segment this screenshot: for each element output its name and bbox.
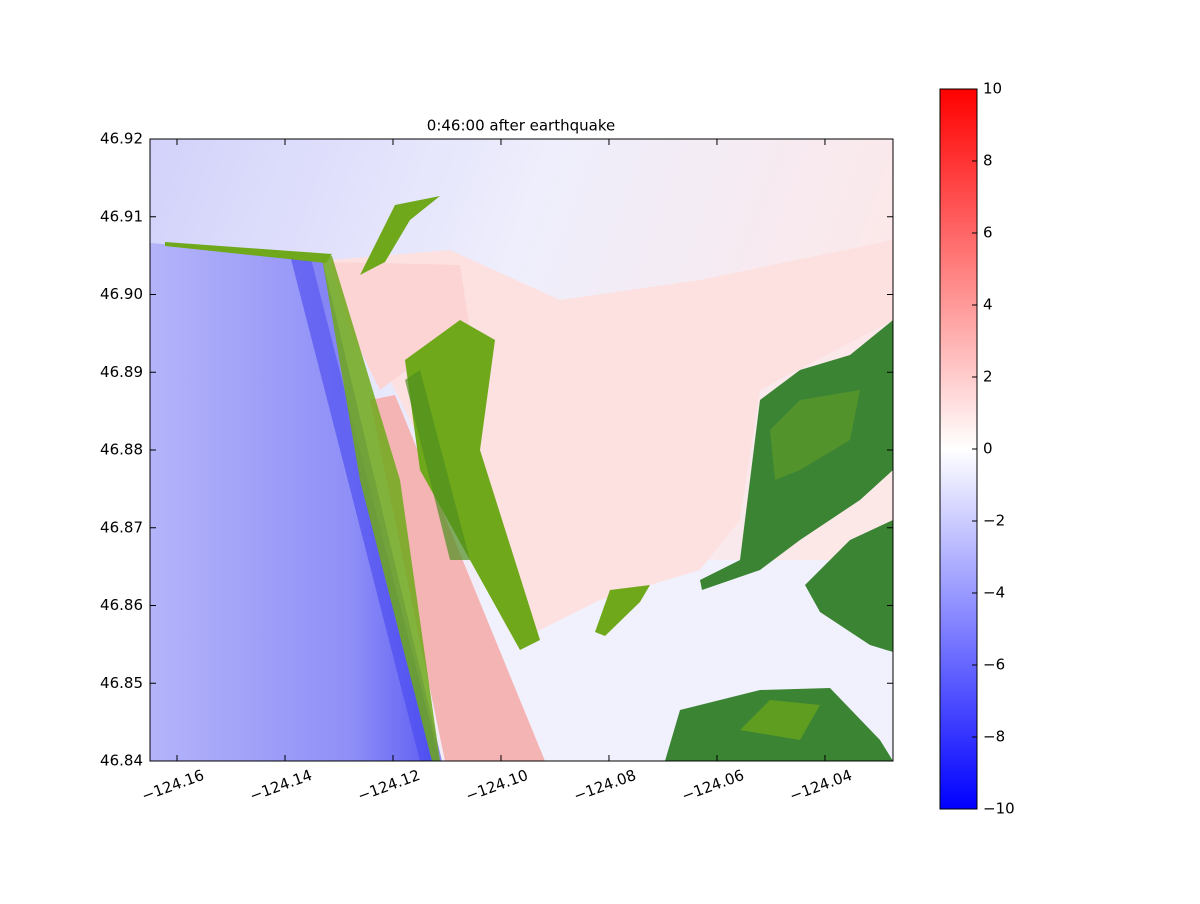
colorbar-tick-label: 8 xyxy=(983,152,993,170)
y-tick-label: 46.87 xyxy=(100,518,143,536)
y-tick-label: 46.84 xyxy=(100,752,143,770)
map-image xyxy=(150,139,893,761)
colorbar-tick-label: 0 xyxy=(983,440,993,458)
y-tick-label: 46.90 xyxy=(100,285,143,303)
y-tick-label: 46.92 xyxy=(100,130,143,148)
x-tick-label: −124.12 xyxy=(355,766,422,805)
x-tick-label: −124.04 xyxy=(787,766,854,805)
x-tick-label: −124.10 xyxy=(463,766,530,805)
colorbar-tick-label: −2 xyxy=(983,512,1005,530)
colorbar-tick-label: −8 xyxy=(983,728,1005,746)
y-tick-label: 46.85 xyxy=(100,674,143,692)
chart-title: 0:46:00 after earthquake xyxy=(427,117,615,135)
colorbar-tick-label: 4 xyxy=(983,296,993,314)
colorbar-tick-label: 10 xyxy=(983,80,1002,98)
y-tick-label: 46.89 xyxy=(100,363,143,381)
y-tick-label: 46.91 xyxy=(100,207,143,225)
colorbar-tick-label: 2 xyxy=(983,368,993,386)
colorbar-tick-label: 6 xyxy=(983,224,993,242)
x-tick-label: −124.08 xyxy=(571,766,638,805)
x-tick-label: −124.06 xyxy=(679,766,746,805)
colorbar xyxy=(939,88,978,810)
x-tick-label: −124.14 xyxy=(247,766,314,805)
x-tick-label: −124.16 xyxy=(139,766,206,805)
colorbar-tick-label: −4 xyxy=(983,584,1005,602)
y-tick-label: 46.88 xyxy=(100,441,143,459)
y-tick-label: 46.86 xyxy=(100,596,143,614)
colorbar-tick-label: −10 xyxy=(983,800,1015,818)
colorbar-tick-label: −6 xyxy=(983,656,1005,674)
